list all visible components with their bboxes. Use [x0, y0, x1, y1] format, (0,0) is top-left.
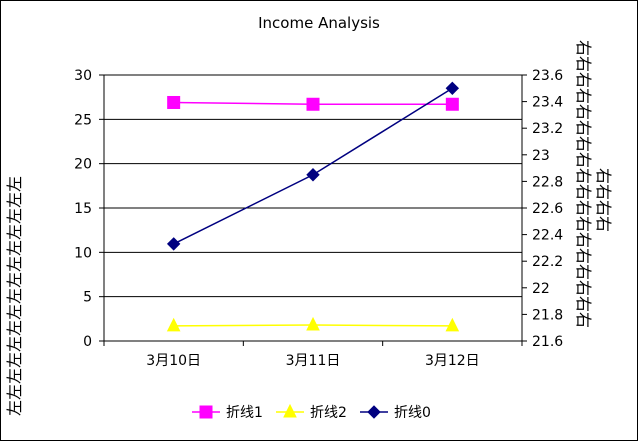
left-tick-label: 20	[74, 157, 92, 173]
left-axis-title: 左左左左左左左左左左左左左左左	[5, 176, 24, 416]
series-折线1	[167, 95, 459, 111]
right-tick-label: 23	[532, 148, 550, 164]
left-axis-label: 左左左左左左左左左左左左左左左	[5, 176, 24, 416]
legend-label: 折线1	[226, 405, 263, 421]
right-tick-label: 21.6	[532, 334, 563, 350]
point-square	[306, 97, 320, 111]
right-axis-ticks: 21.6 21.8 22 22.2 22.4 22.6 22.8 23 23.2 23.4 23.6	[522, 68, 563, 350]
right-tick-label: 21.8	[532, 307, 563, 323]
point-square	[445, 97, 459, 111]
left-tick-label: 25	[74, 112, 92, 128]
right-tick-label: 22.2	[532, 254, 563, 270]
legend-label: 折线0	[394, 405, 431, 421]
point-triangle	[306, 316, 320, 331]
right-axis-label: 右右右右右右右右右右右右右右右右右右 右右右右	[574, 40, 613, 328]
legend-label: 折线2	[310, 405, 347, 421]
right-tick-label: 22.8	[532, 174, 563, 190]
point-diamond	[445, 81, 460, 96]
point-diamond	[306, 168, 320, 182]
x-tick-label: 3月10日	[146, 353, 201, 369]
x-axis-ticks: 3月10日 3月11日 3月12日	[103, 341, 523, 369]
left-axis-ticks: 0 5 10 15 20 25 30	[74, 68, 104, 350]
point-square	[167, 95, 181, 109]
point-triangle	[166, 317, 181, 332]
series-折线2	[166, 316, 460, 332]
left-tick-label: 30	[74, 68, 92, 84]
legend-item: 折线0	[360, 405, 431, 421]
right-tick-label: 23.6	[532, 68, 563, 84]
chart-title: Income Analysis	[258, 14, 380, 32]
point-triangle	[445, 317, 460, 332]
legend: 折线1 折线2 折线0	[192, 403, 431, 421]
x-tick-label: 3月12日	[425, 353, 480, 369]
x-tick-label: 3月11日	[286, 353, 341, 369]
right-tick-label: 23.4	[532, 95, 563, 111]
right-tick-label: 22.4	[532, 228, 563, 244]
right-tick-label: 23.2	[532, 121, 563, 137]
series-layer	[166, 81, 460, 332]
right-tick-label: 22.6	[532, 201, 563, 217]
left-tick-label: 15	[74, 201, 92, 217]
legend-item: 折线2	[276, 403, 347, 421]
right-tick-label: 22	[532, 281, 550, 297]
point-diamond	[166, 237, 181, 251]
left-tick-label: 10	[74, 245, 92, 261]
left-tick-label: 0	[83, 334, 92, 350]
series-折线0	[166, 81, 460, 251]
legend-item: 折线1	[192, 405, 263, 421]
right-axis-title: 右右右右右右右右右右右右右右右右右右	[574, 40, 593, 328]
right-axis-title-continued: 右右右右	[594, 168, 613, 232]
left-tick-label: 5	[83, 290, 92, 306]
point-square	[199, 405, 213, 419]
point-diamond	[367, 405, 381, 419]
point-triangle	[283, 403, 297, 418]
